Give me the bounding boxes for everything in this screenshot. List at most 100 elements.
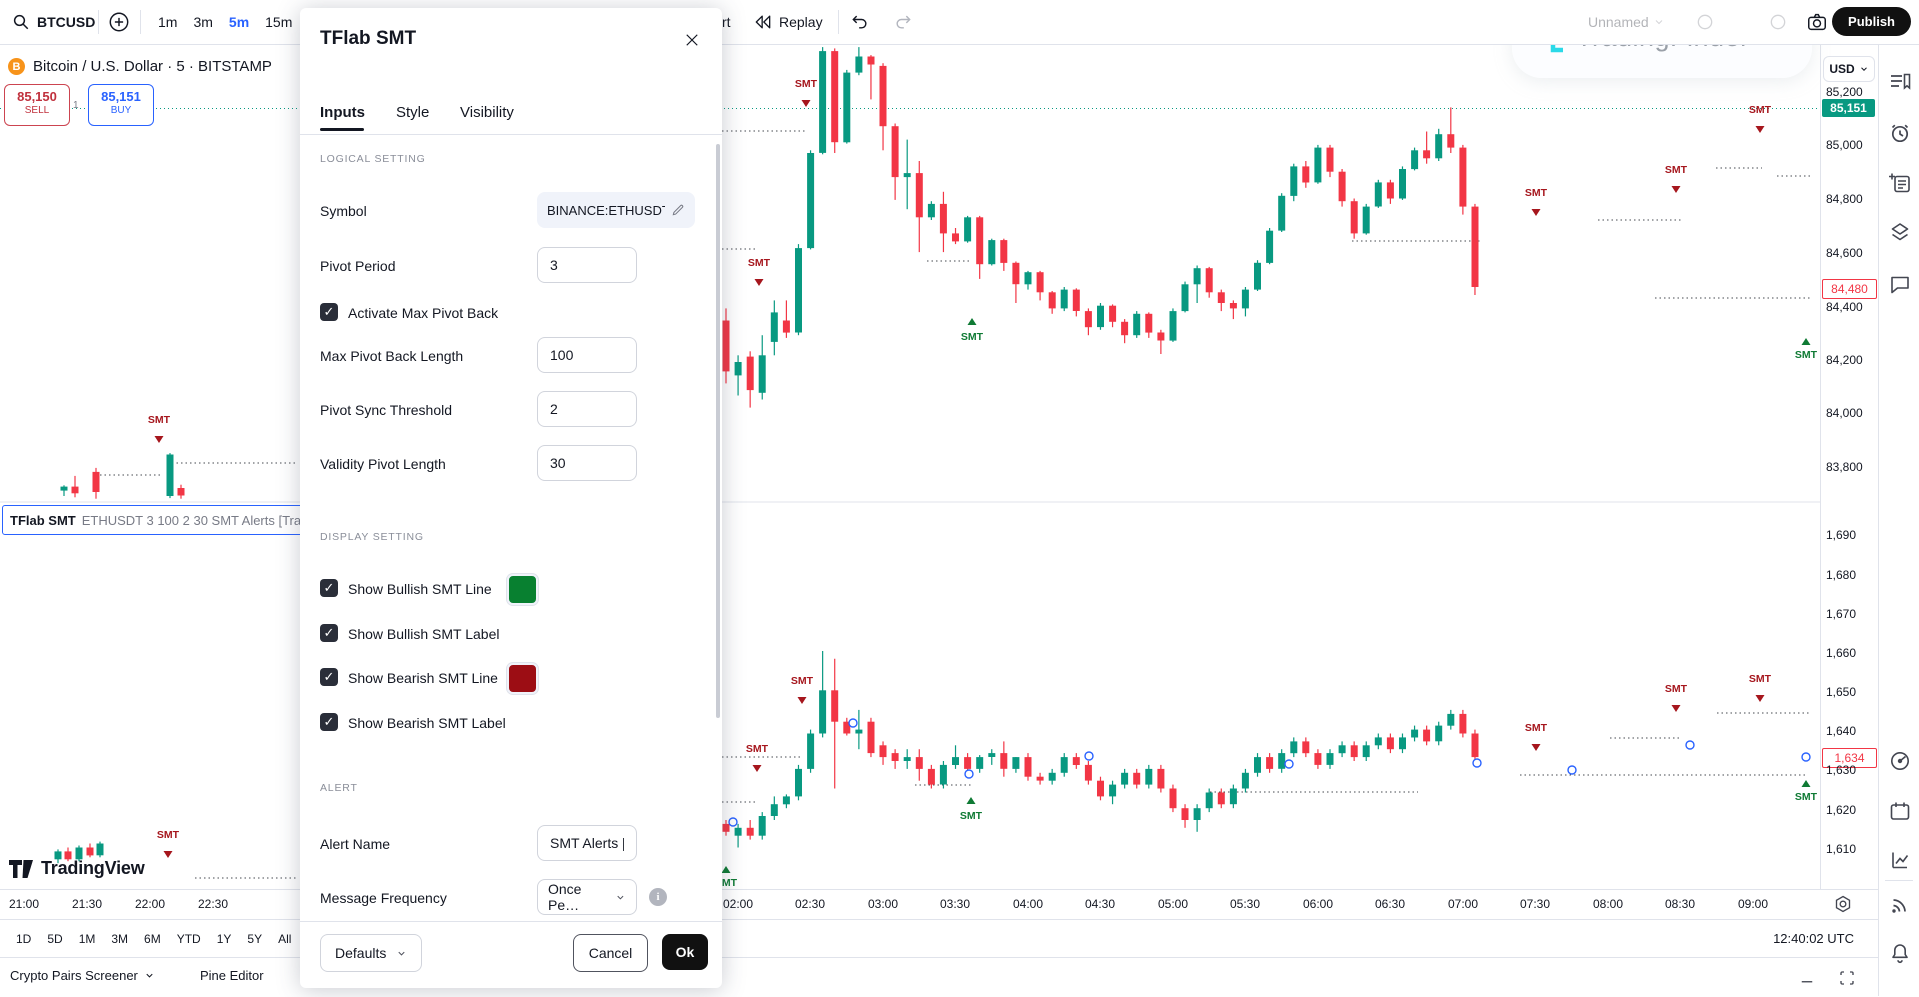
activate-max-pivot-back-checkbox[interactable]: ✓ — [320, 303, 338, 321]
range-ytd[interactable]: YTD — [176, 932, 201, 946]
range-6m[interactable]: 6M — [144, 932, 161, 946]
tab-crypto-pairs-screener[interactable]: Crypto Pairs Screener — [10, 968, 155, 983]
time-tick: 22:30 — [197, 897, 229, 911]
toolbar-divider — [98, 10, 99, 34]
show-bearish-smt-label-checkbox[interactable]: ✓ — [320, 713, 338, 731]
replay-button[interactable]: Replay — [753, 0, 823, 44]
tab-visibility[interactable]: Visibility — [460, 104, 514, 121]
clock-utc[interactable]: 12:40:02 UTC — [1773, 931, 1854, 946]
pivot-sync-threshold-input[interactable] — [537, 391, 637, 427]
camera-icon — [1808, 13, 1826, 31]
symbol-header[interactable]: B Bitcoin / U.S. Dollar · 5 · BITSTAMP — [8, 58, 272, 75]
range-1d[interactable]: 1D — [16, 932, 32, 946]
undo-icon — [852, 15, 867, 29]
price-tick: 84,400 — [1826, 300, 1863, 314]
cancel-button[interactable]: Cancel — [573, 934, 648, 972]
redo-button[interactable] — [893, 0, 913, 44]
notifications-bell-icon[interactable] — [1888, 941, 1912, 965]
range-5y[interactable]: 5Y — [247, 932, 263, 946]
close-button[interactable] — [678, 26, 706, 54]
max-pivot-back-length-input[interactable] — [537, 337, 637, 373]
watchlist-icon[interactable] — [1888, 70, 1912, 94]
price-tick: 1,620 — [1826, 803, 1857, 817]
indicator-status-line[interactable]: TFlab SMT ETHUSDT 3 100 2 30 SMT Alerts … — [2, 505, 307, 535]
range-all[interactable]: All — [278, 932, 292, 946]
hotlists-icon[interactable] — [1888, 848, 1912, 872]
message-frequency-select[interactable]: Once Pe… — [537, 879, 637, 915]
symbol-field[interactable]: BINANCE:ETHUSDT — [537, 192, 695, 228]
price-tick: 1,660 — [1826, 646, 1857, 660]
notes-add-icon[interactable] — [1888, 171, 1912, 195]
symbol-search-button[interactable]: BTCUSD — [12, 0, 95, 44]
time-tick: 03:30 — [939, 897, 971, 911]
price-scale[interactable]: USD 85,200 85,151 85,000 84,800 84,600 84,480… — [1820, 44, 1879, 889]
layout-name-button[interactable]: Unnamed — [1588, 0, 1665, 44]
sell-button[interactable]: 85,150 SELL — [4, 84, 70, 126]
timeframe-5m[interactable]: 5m — [228, 14, 250, 30]
info-icon[interactable]: i — [649, 888, 667, 906]
price-tick: 1,610 — [1826, 842, 1857, 856]
show-bullish-smt-line-checkbox[interactable]: ✓ — [320, 579, 338, 597]
bullish-line-color-swatch[interactable] — [507, 574, 538, 605]
chevron-down-icon — [1655, 20, 1663, 25]
snapshot-button[interactable] — [1806, 0, 1828, 44]
range-1y[interactable]: 1Y — [216, 932, 232, 946]
toolbar-divider — [838, 10, 839, 34]
maximize-panel-icon[interactable] — [1838, 969, 1856, 987]
candlestick-chart[interactable]: SMTSMTSMTSMTSMTSMTSMTSMTSMTSMTSMTSMTSMTS… — [0, 44, 1820, 889]
plus-circle-icon — [109, 12, 129, 32]
time-tick: 07:00 — [1447, 897, 1479, 911]
tab-pine-editor[interactable]: Pine Editor — [200, 968, 264, 983]
toolbar-misc-icon[interactable] — [1768, 0, 1788, 44]
add-symbol-button[interactable] — [108, 0, 130, 44]
show-bearish-smt-line-checkbox[interactable]: ✓ — [320, 668, 338, 686]
range-5d[interactable]: 5D — [47, 932, 63, 946]
svg-text:SMT: SMT — [961, 331, 984, 343]
calendar-icon[interactable] — [1888, 799, 1912, 823]
validity-pivot-length-input[interactable] — [537, 445, 637, 481]
screener-radar-icon[interactable] — [1888, 749, 1912, 773]
price-label-dn: 1,634 — [1822, 748, 1877, 768]
symbol-search-text: BTCUSD — [37, 14, 96, 30]
time-axis[interactable]: 21:00 21:30 22:00 22:30 02:00 02:30 03:00 03:30… — [0, 889, 1878, 920]
chat-icon[interactable] — [1888, 272, 1912, 296]
sidebar-divider — [1885, 880, 1913, 881]
active-tab-underline — [320, 128, 364, 131]
show-bullish-smt-label-checkbox[interactable]: ✓ — [320, 624, 338, 642]
time-tick: 22:00 — [134, 897, 166, 911]
svg-text:SMT: SMT — [1665, 164, 1688, 176]
alert-name-input[interactable] — [537, 825, 637, 861]
pivot-period-input[interactable] — [537, 247, 637, 283]
ok-button[interactable]: Ok — [662, 934, 708, 970]
tab-style[interactable]: Style — [396, 104, 430, 121]
tab-inputs[interactable]: Inputs — [320, 104, 365, 121]
price-tick: 84,600 — [1826, 246, 1863, 260]
data-stream-icon[interactable] — [1888, 893, 1912, 917]
alerts-clock-icon[interactable] — [1888, 121, 1912, 145]
pivot-sync-threshold-label: Pivot Sync Threshold — [320, 402, 453, 418]
timeframe-1m[interactable]: 1m — [158, 14, 178, 30]
buy-button[interactable]: 85,151 BUY — [88, 84, 154, 126]
symbol-title: Bitcoin / U.S. Dollar · 5 · BITSTAMP — [33, 58, 272, 75]
pencil-edit-icon[interactable] — [671, 203, 685, 217]
time-tick: 03:00 — [867, 897, 899, 911]
bearish-line-color-swatch[interactable] — [507, 663, 538, 694]
publish-button[interactable]: Publish — [1832, 7, 1911, 36]
alert-button-clipped[interactable]: rt — [722, 14, 731, 30]
time-settings-gear-icon[interactable] — [1833, 894, 1853, 914]
minimize-panel-icon[interactable] — [1798, 969, 1816, 987]
timeframe-3m[interactable]: 3m — [193, 14, 213, 30]
show-bearish-smt-label-label: Show Bearish SMT Label — [348, 715, 506, 731]
toolbar-misc-icon[interactable] — [1695, 0, 1715, 44]
dialog-scrollbar[interactable] — [716, 144, 720, 718]
pivot-period-label: Pivot Period — [320, 258, 396, 274]
tradingview-logo[interactable]: TradingView — [8, 858, 145, 879]
object-tree-layers-icon[interactable] — [1888, 220, 1912, 244]
currency-selector[interactable]: USD — [1823, 56, 1875, 82]
undo-button[interactable] — [850, 0, 870, 44]
price-tick: 84,200 — [1826, 353, 1863, 367]
timeframe-15m[interactable]: 15m — [265, 14, 293, 30]
range-1m[interactable]: 1M — [78, 932, 96, 946]
range-3m[interactable]: 3M — [111, 932, 129, 946]
defaults-button[interactable]: Defaults — [320, 934, 423, 972]
